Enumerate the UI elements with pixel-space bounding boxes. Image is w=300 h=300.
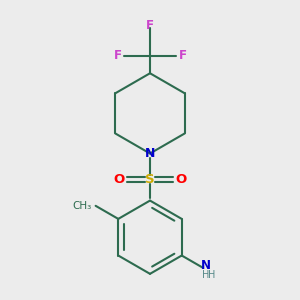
Text: CH₃: CH₃ bbox=[72, 201, 92, 211]
Text: F: F bbox=[178, 49, 186, 62]
Text: O: O bbox=[176, 173, 187, 186]
Text: N: N bbox=[201, 260, 211, 272]
Text: H: H bbox=[202, 270, 209, 280]
Text: H: H bbox=[208, 270, 216, 280]
Text: N: N bbox=[145, 147, 155, 160]
Text: F: F bbox=[114, 49, 122, 62]
Text: S: S bbox=[145, 173, 155, 186]
Text: O: O bbox=[113, 173, 124, 186]
Text: F: F bbox=[146, 19, 154, 32]
